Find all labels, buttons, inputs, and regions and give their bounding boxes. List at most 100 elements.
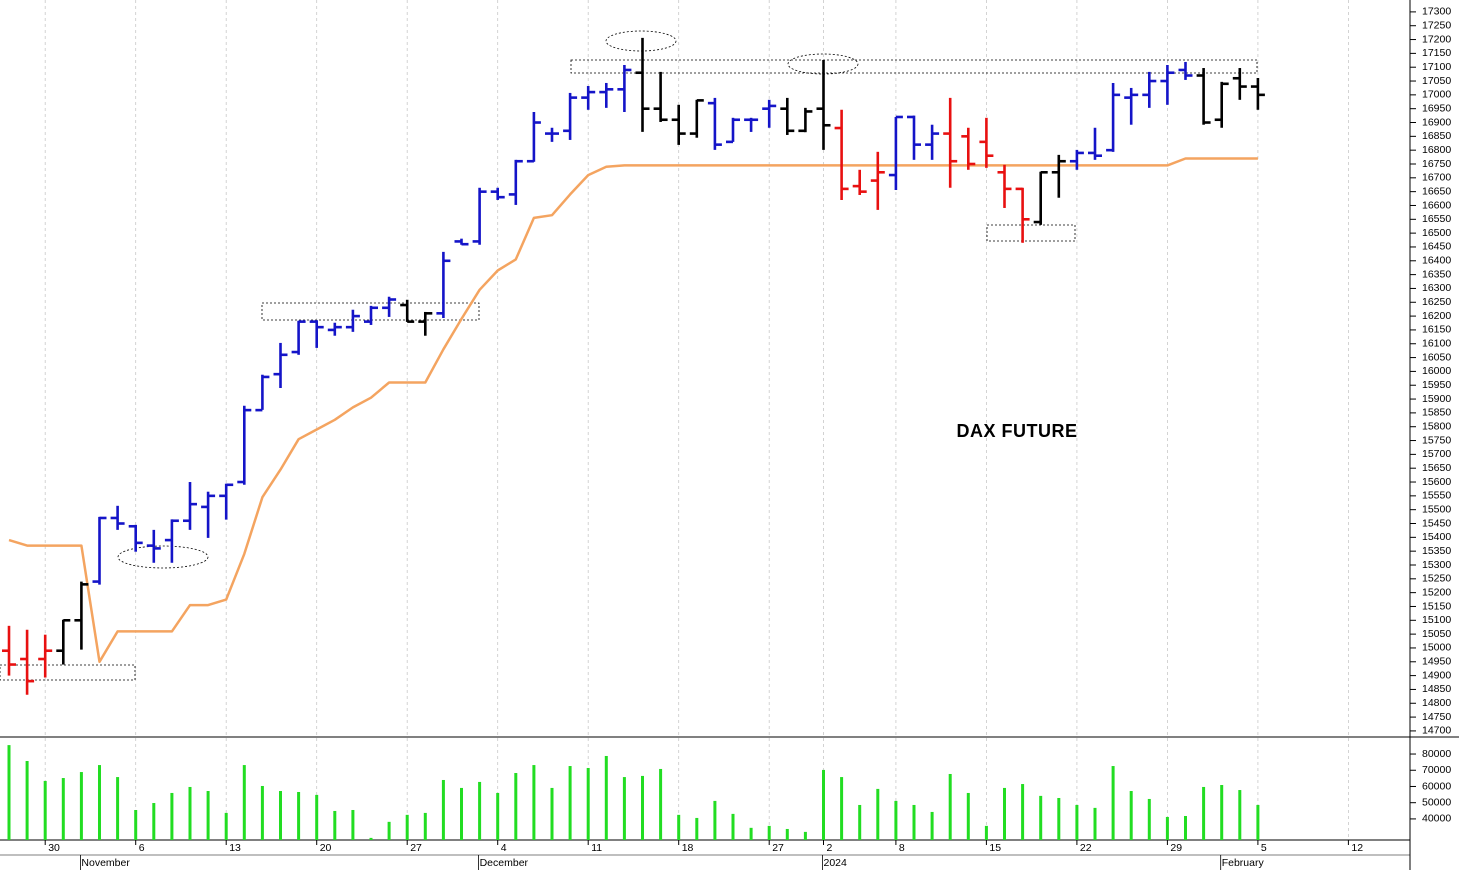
- volume-bar: [785, 828, 789, 840]
- y-tick-label: 15250: [1422, 573, 1451, 585]
- y-tick-label: 15000: [1422, 642, 1451, 654]
- y-tick-label: 15950: [1422, 379, 1451, 391]
- ohlc-bar: [1124, 87, 1139, 125]
- ohlc-bar: [1160, 64, 1175, 105]
- y-tick-label: 16100: [1422, 338, 1451, 350]
- y-tick-label: 14850: [1422, 683, 1451, 695]
- volume-bar: [79, 772, 83, 840]
- range-box: [0, 664, 136, 681]
- ohlc-bar: [1178, 61, 1193, 80]
- volume-bar: [1111, 766, 1115, 840]
- y-tick-label: 17300: [1422, 6, 1451, 18]
- ohlc-bar: [2, 625, 16, 676]
- volume-bar: [1129, 791, 1133, 840]
- x-tick-label: 30: [48, 842, 60, 854]
- y-tick-label: 15900: [1422, 393, 1451, 405]
- ohlc-bar: [490, 187, 505, 200]
- ohlc-bar: [943, 97, 958, 188]
- x-tick-label: 12: [1351, 842, 1363, 854]
- y-tick-label: 15750: [1422, 434, 1451, 446]
- y-tick-label: 15800: [1422, 420, 1451, 432]
- y-tick-label: 15400: [1422, 531, 1451, 543]
- ohlc-bar: [1214, 81, 1229, 128]
- volume-bar: [876, 788, 880, 840]
- ohlc-bar: [164, 519, 179, 563]
- ohlc-bar: [382, 296, 397, 317]
- volume-bar: [188, 786, 192, 840]
- x-tick-label: 2: [827, 842, 833, 854]
- ohlc-bar: [653, 71, 668, 122]
- y-tick-label: 16750: [1422, 158, 1451, 170]
- y-tick-label: 15650: [1422, 462, 1451, 474]
- ohlc-bar: [1142, 71, 1157, 108]
- y-tick-label: 15600: [1422, 476, 1451, 488]
- ohlc-bar: [979, 117, 994, 168]
- volume-bar: [7, 745, 11, 840]
- y-tick-label: 14950: [1422, 656, 1451, 668]
- x-tick-label: 5: [1261, 842, 1267, 854]
- ohlc-bar: [327, 322, 342, 336]
- volume-bar: [478, 781, 482, 840]
- y-tick-label: 16400: [1422, 255, 1451, 267]
- volume-bar: [134, 809, 138, 840]
- x-tick-label: 11: [591, 842, 602, 854]
- ohlc-bar: [689, 99, 704, 138]
- y-tick-label: 16150: [1422, 324, 1451, 336]
- ohlc-bar: [74, 581, 89, 650]
- ohlc-bar: [345, 309, 360, 332]
- ohlc-bar: [1015, 187, 1030, 243]
- ohlc-bar: [1088, 127, 1102, 160]
- x-tick-label: 18: [682, 842, 694, 854]
- ohlc-bar: [219, 483, 234, 520]
- y-tick-label: 17000: [1422, 89, 1451, 101]
- y-tick-label: 15550: [1422, 490, 1451, 502]
- volume-bar: [586, 767, 590, 840]
- period-label: February: [1222, 857, 1265, 869]
- y-tick-label: 16500: [1422, 227, 1451, 239]
- ohlc-bar: [1232, 68, 1247, 100]
- volume-bar: [948, 773, 952, 840]
- volume-bar: [550, 787, 554, 840]
- volume-bar: [369, 837, 373, 840]
- ohlc-bar: [762, 99, 777, 128]
- y-tick-label: 16600: [1422, 199, 1451, 211]
- ohlc-bar: [599, 82, 614, 108]
- volume-bar: [1093, 807, 1097, 840]
- y-tick-label: 16650: [1422, 185, 1451, 197]
- x-tick-label: 27: [772, 842, 784, 854]
- ohlc-bar: [545, 127, 559, 142]
- ohlc-bar: [38, 634, 53, 678]
- x-tick-label: 6: [139, 842, 145, 854]
- x-tick-label: 4: [501, 842, 507, 854]
- volume-bar: [1184, 815, 1187, 840]
- ohlc-bar: [92, 516, 107, 585]
- trailing-line: [8, 157, 1258, 664]
- ohlc-bar: [110, 505, 125, 530]
- ohlc-bar: [816, 60, 831, 150]
- volume-bar: [170, 792, 174, 840]
- ohlc-bar: [780, 97, 795, 135]
- ohlc-bar: [472, 187, 487, 245]
- volume-bar: [351, 809, 355, 840]
- ohlc-bar: [907, 115, 921, 160]
- volume-bar: [840, 777, 844, 840]
- volume-bar: [767, 825, 771, 840]
- highlight-ellipse: [117, 545, 209, 569]
- ohlc-bar: [454, 238, 469, 246]
- ohlc-bar: [997, 164, 1012, 208]
- y-tick-label: 15150: [1422, 600, 1451, 612]
- ohlc-bar: [508, 159, 523, 205]
- volume-bar: [532, 765, 536, 840]
- volume-bar: [1256, 804, 1260, 840]
- ohlc-bar: [273, 342, 288, 388]
- ohlc-bar: [56, 618, 71, 665]
- y-tick-label: 16250: [1422, 296, 1451, 308]
- ohlc-bar: [870, 151, 885, 210]
- ohlc-bar: [1250, 77, 1265, 110]
- ohlc-bar: [183, 482, 197, 530]
- ohlc-bar: [635, 37, 650, 132]
- volume-bar: [1202, 786, 1206, 840]
- y-tick-label: 15300: [1422, 559, 1451, 571]
- y-tick-label: 16000: [1422, 365, 1451, 377]
- volume-bar: [822, 769, 825, 840]
